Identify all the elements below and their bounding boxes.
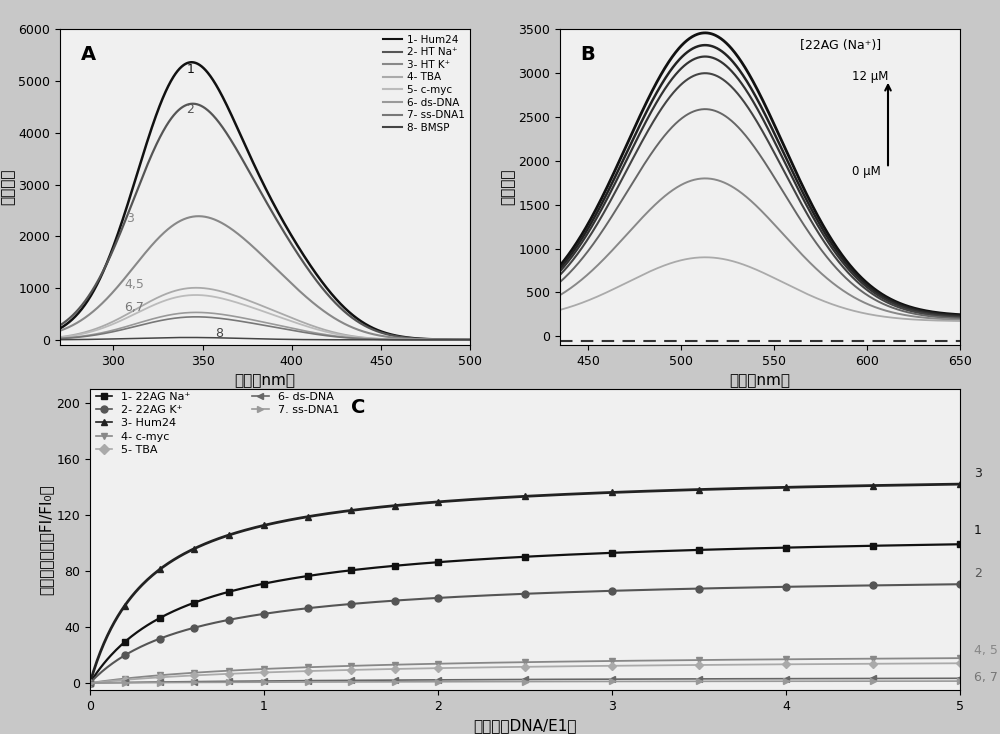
Text: 3: 3: [126, 212, 134, 225]
Text: 6, 7: 6, 7: [974, 671, 998, 684]
X-axis label: 浓度比（DNA/E1）: 浓度比（DNA/E1）: [473, 719, 577, 733]
Text: C: C: [351, 398, 365, 417]
X-axis label: 波长（nm）: 波长（nm）: [730, 374, 790, 388]
Text: 8: 8: [215, 327, 223, 340]
Text: 0 μM: 0 μM: [852, 164, 881, 178]
Y-axis label: 相对荚光强度（FI/FI₀）: 相对荚光强度（FI/FI₀）: [39, 484, 54, 595]
Text: [22AG (Na⁺)]: [22AG (Na⁺)]: [800, 39, 881, 52]
Text: 1: 1: [974, 524, 982, 537]
Text: 4, 5: 4, 5: [974, 644, 998, 657]
Text: B: B: [580, 46, 595, 64]
Legend: 6- ds-DNA, 7. ss-DNA1: 6- ds-DNA, 7. ss-DNA1: [252, 391, 339, 415]
X-axis label: 波长（nm）: 波长（nm）: [234, 374, 296, 388]
Text: 6,7: 6,7: [124, 301, 144, 314]
Text: A: A: [80, 46, 96, 64]
Text: 2: 2: [974, 567, 982, 581]
Text: 1: 1: [187, 63, 194, 76]
Y-axis label: 荚光强度: 荚光强度: [0, 169, 16, 206]
Text: 12 μM: 12 μM: [852, 70, 888, 83]
Y-axis label: 荚光强度: 荚光强度: [501, 169, 516, 206]
Legend: 1- Hum24, 2- HT Na⁺, 3- HT K⁺, 4- TBA, 5- c-myc, 6- ds-DNA, 7- ss-DNA1, 8- BMSP: 1- Hum24, 2- HT Na⁺, 3- HT K⁺, 4- TBA, 5…: [383, 34, 465, 133]
Text: 4,5: 4,5: [124, 278, 144, 291]
Text: 2: 2: [187, 103, 194, 116]
Text: 3: 3: [974, 467, 982, 479]
